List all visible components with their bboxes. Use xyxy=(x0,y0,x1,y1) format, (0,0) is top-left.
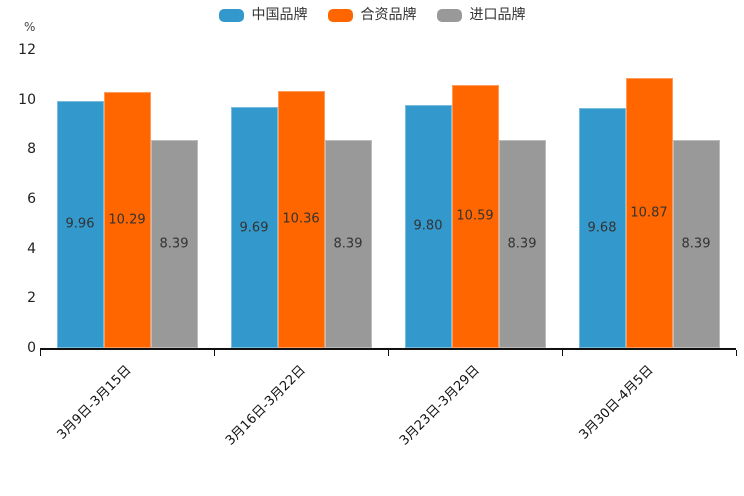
bar-中国品牌-3月16日-3月22日[interactable]: 9.69 xyxy=(230,107,278,348)
bar-进口品牌-3月16日-3月22日[interactable]: 8.39 xyxy=(324,139,372,348)
legend-label: 合资品牌 xyxy=(360,7,417,23)
bar-value-label: 8.39 xyxy=(333,236,363,252)
legend-item-series-0[interactable]: 中国品牌 xyxy=(218,7,308,23)
bar-合资品牌-3月9日-3月15日[interactable]: 10.29 xyxy=(103,92,151,348)
y-axis-unit-label: % xyxy=(24,20,36,34)
chart-legend: 中国品牌 合资品牌 进口品牌 xyxy=(0,8,744,22)
x-tick-label: 3月16日-3月22日 xyxy=(222,362,309,449)
bar-value-label: 10.87 xyxy=(630,205,668,221)
x-axis-tick-mark xyxy=(388,350,389,356)
bar-中国品牌-3月9日-3月15日[interactable]: 9.96 xyxy=(56,100,104,348)
bar-合资品牌-3月16日-3月22日[interactable]: 10.36 xyxy=(277,90,325,348)
x-axis-tick-mark xyxy=(736,350,737,356)
bar-value-label: 9.80 xyxy=(413,218,443,234)
bar-进口品牌-3月9日-3月15日[interactable]: 8.39 xyxy=(150,139,198,348)
bar-value-label: 9.68 xyxy=(587,220,617,236)
bar-进口品牌-3月23日-3月29日[interactable]: 8.39 xyxy=(498,139,546,348)
bar-value-label: 10.29 xyxy=(108,212,146,228)
y-tick-label: 10 xyxy=(18,91,36,108)
x-axis-tick-mark xyxy=(214,350,215,356)
y-tick-label: 6 xyxy=(27,191,36,207)
bar-value-label: 8.39 xyxy=(681,236,711,252)
legend-swatch-icon xyxy=(327,8,353,22)
bar-value-label: 9.69 xyxy=(239,220,269,236)
y-tick-label: 4 xyxy=(27,240,36,257)
legend-label: 中国品牌 xyxy=(251,7,308,23)
x-tick-label: 3月9日-3月15日 xyxy=(54,362,135,443)
bar-value-label: 10.36 xyxy=(282,211,320,227)
bar-进口品牌-3月30日-4月5日[interactable]: 8.39 xyxy=(672,139,720,348)
bar-中国品牌-3月30日-4月5日[interactable]: 9.68 xyxy=(578,107,626,348)
x-tick-label: 3月23日-3月29日 xyxy=(396,362,483,449)
bar-value-label: 9.96 xyxy=(65,216,95,232)
bar-value-label: 10.59 xyxy=(456,208,494,224)
bar-value-label: 8.39 xyxy=(159,236,189,252)
legend-item-series-2[interactable]: 进口品牌 xyxy=(436,7,526,23)
x-tick-label: 3月30日-4月5日 xyxy=(576,362,657,443)
bar-中国品牌-3月23日-3月29日[interactable]: 9.80 xyxy=(404,104,452,348)
legend-label: 进口品牌 xyxy=(469,7,526,23)
x-axis-line xyxy=(40,348,736,350)
y-tick-label: 0 xyxy=(27,340,36,356)
bar-合资品牌-3月30日-4月5日[interactable]: 10.87 xyxy=(625,78,673,348)
x-axis-tick-mark xyxy=(40,350,41,356)
bar-value-label: 8.39 xyxy=(507,236,537,252)
y-tick-label: 12 xyxy=(18,42,36,58)
x-axis-tick-mark xyxy=(562,350,563,356)
legend-swatch-icon xyxy=(218,8,244,22)
legend-swatch-icon xyxy=(436,8,462,22)
bar-合资品牌-3月23日-3月29日[interactable]: 10.59 xyxy=(451,85,499,348)
legend-item-series-1[interactable]: 合资品牌 xyxy=(327,7,417,23)
y-tick-label: 2 xyxy=(27,290,36,307)
y-tick-label: 8 xyxy=(27,141,36,158)
